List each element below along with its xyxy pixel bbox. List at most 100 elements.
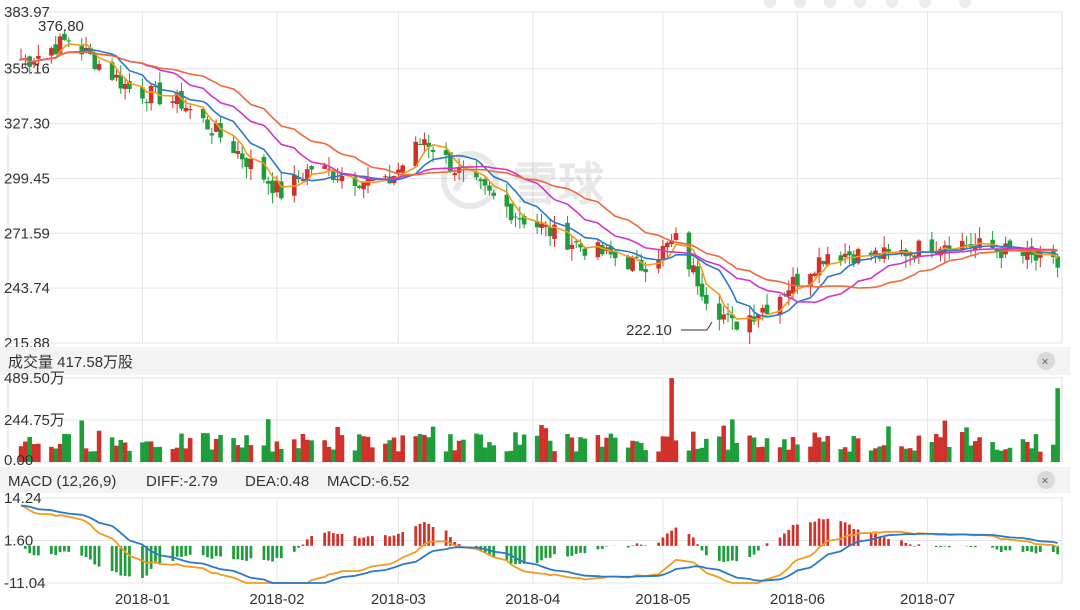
macd-title-bar <box>0 467 1070 493</box>
volume-bar <box>370 447 375 462</box>
volume-bar <box>335 426 340 462</box>
candle-body <box>478 179 484 182</box>
candle-body <box>396 169 401 173</box>
volume-bar <box>83 448 89 462</box>
volume-bar <box>18 446 24 462</box>
x-tick-label: 2018-01 <box>115 591 170 608</box>
candle-body <box>612 252 618 259</box>
current-price-label: 376.80 <box>38 18 84 35</box>
tool-dot-icon <box>886 0 898 8</box>
candle-body <box>448 152 453 172</box>
volume-bar <box>812 432 818 462</box>
volume-bar <box>170 449 176 462</box>
volume-bars <box>18 378 1060 462</box>
volume-title: 成交量 417.58万股 <box>8 353 133 371</box>
volume-bar <box>391 437 397 462</box>
candle-body <box>218 123 223 138</box>
candle-body <box>673 233 679 240</box>
volume-bar <box>114 445 119 462</box>
volume-bar <box>187 438 193 462</box>
volume-bar <box>300 433 306 462</box>
volume-bar <box>413 436 418 462</box>
candle-body <box>443 150 449 156</box>
candle-body <box>942 245 948 253</box>
candle-body <box>83 48 89 51</box>
candle-body <box>656 259 661 269</box>
candle-body <box>691 265 696 273</box>
volume-title-bar <box>0 347 1070 375</box>
candle-body <box>205 119 210 130</box>
volume-bar <box>127 450 132 462</box>
candle-body <box>1025 249 1030 260</box>
volume-bar <box>1007 447 1013 462</box>
volume-bar <box>443 451 449 462</box>
candle-body <box>487 185 492 191</box>
price-y-tick-label: 383.97 <box>4 4 50 21</box>
candle-body <box>79 44 85 55</box>
volume-bar <box>1038 451 1043 462</box>
volume-close-button[interactable]: × <box>1037 352 1055 370</box>
candle-body <box>994 248 1000 252</box>
macd-y-tick-label: 1.60 <box>4 533 33 550</box>
candle-body <box>309 166 314 170</box>
candle-body <box>270 180 275 194</box>
price-candles <box>18 29 1060 344</box>
candle-body <box>482 179 488 186</box>
candle-body <box>36 55 41 59</box>
candle-body <box>339 175 345 182</box>
price-y-tick-label: 271.59 <box>4 225 50 242</box>
candle-body <box>838 255 844 261</box>
candle-body <box>187 109 193 111</box>
volume-bar <box>153 447 158 462</box>
candle-body <box>18 59 24 61</box>
x-axis-tick-labels: 2018-01 2018-02 2018-03 2018-04 2018-05 2018-… <box>115 591 955 608</box>
candle-body <box>725 313 731 315</box>
macd-lines <box>20 504 1059 584</box>
close-icon: × <box>1042 474 1049 488</box>
candle-body <box>686 232 692 270</box>
volume-bar <box>695 448 700 462</box>
volume-bar <box>725 449 731 462</box>
volume-bar <box>699 447 705 462</box>
candle-body <box>331 171 336 180</box>
volume-bar <box>595 435 601 462</box>
price-y-tick-label: 243.74 <box>4 280 50 297</box>
volume-bar <box>296 448 301 462</box>
candle-body <box>92 52 98 69</box>
candle-body <box>543 224 549 227</box>
candle-body <box>322 165 327 169</box>
candle-body <box>660 245 666 260</box>
volume-bar <box>747 435 752 462</box>
volume-bar <box>396 451 401 462</box>
candle-body <box>1007 240 1013 249</box>
volume-bar <box>1025 441 1030 462</box>
volume-bar <box>53 448 58 462</box>
volume-bar <box>144 441 150 462</box>
volume-bar <box>118 440 124 462</box>
candle-body <box>734 321 739 330</box>
volume-bar <box>782 439 787 462</box>
candle-body <box>127 81 132 89</box>
volume-bar <box>751 437 757 462</box>
volume-bar <box>573 451 579 462</box>
candle-body <box>704 294 709 304</box>
candle-body <box>174 92 180 105</box>
candle-body <box>248 158 254 170</box>
volume-bar <box>1051 444 1056 462</box>
candle-body <box>634 256 640 258</box>
candle-body <box>959 240 965 250</box>
price-y-tick-label: 327.30 <box>4 116 50 133</box>
toolbar-icons[interactable] <box>764 0 971 8</box>
volume-bar <box>691 431 696 462</box>
macd-close-button[interactable]: × <box>1037 471 1055 489</box>
candle-body <box>816 257 822 276</box>
volume-bar <box>547 440 553 462</box>
volume-bar <box>513 432 518 462</box>
volume-bar <box>534 435 540 462</box>
close-icon: × <box>1042 355 1049 369</box>
candle-body <box>148 85 154 104</box>
volume-bar <box>1020 439 1026 462</box>
volume-bar <box>430 426 436 462</box>
candle-body <box>179 91 184 109</box>
